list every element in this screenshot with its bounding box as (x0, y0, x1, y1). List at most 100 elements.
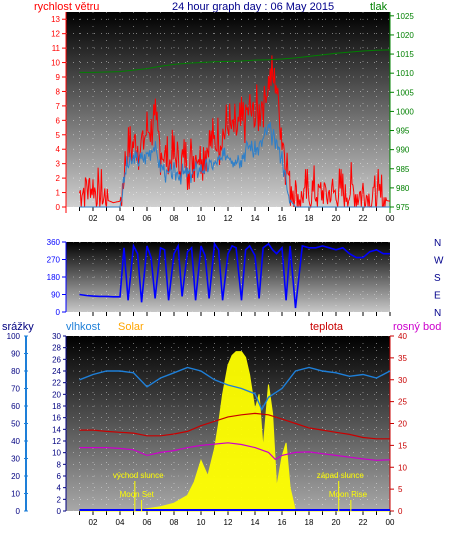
solar-label: Solar (118, 321, 144, 333)
temp-axis-tick-label: 35 (398, 354, 407, 363)
x-axis-tick-label: 08 (170, 214, 179, 223)
x-axis-tick-label: 06 (143, 518, 152, 527)
temp-axis-tick-label: 15 (398, 441, 407, 450)
x-axis-tick-label: 16 (278, 518, 287, 527)
pressure-axis-tick-label: 1005 (396, 88, 414, 97)
wind-axis-tick-label: 3 (56, 160, 61, 169)
temp-axis-tick-label: 20 (398, 420, 407, 429)
compass-label: E (434, 291, 441, 302)
x-axis-tick-label: 14 (251, 518, 260, 527)
x-axis-tick-label: 14 (251, 214, 260, 223)
wind-axis-tick-label: 13 (51, 15, 60, 24)
humidity-axis-tick-label: 2 (57, 495, 62, 504)
humidity-axis-tick-label: 30 (52, 332, 61, 341)
x-axis-tick-label: 22 (359, 214, 368, 223)
moonset-annotation: Moon Set (120, 490, 155, 499)
sunset-annotation: západ slunce (317, 471, 365, 480)
humidity-axis-tick-label: 12 (52, 437, 61, 446)
direction-axis-tick-label: 360 (47, 238, 61, 247)
humidity-axis-tick-label: 6 (57, 472, 62, 481)
pressure-axis-tick-label: 975 (396, 203, 410, 212)
wind-axis-tick-label: 5 (56, 131, 61, 140)
x-axis-tick-label: 02 (89, 518, 98, 527)
humidity-axis-tick-label: 16 (52, 414, 61, 423)
wind-axis-tick-label: 4 (56, 145, 61, 154)
pressure-axis-tick-label: 990 (396, 146, 410, 155)
pressure-axis-tick-label: 985 (396, 165, 410, 174)
wind-axis-tick-label: 12 (51, 30, 60, 39)
rain-axis-tick-label: 10 (11, 490, 20, 499)
pressure-axis-tick-label: 1020 (396, 31, 414, 40)
rain-axis-tick-label: 40 (11, 437, 20, 446)
temperature-label: teplota (310, 321, 344, 333)
x-axis-tick-label: 00 (386, 518, 395, 527)
temp-axis-tick-label: 10 (398, 463, 407, 472)
pressure-axis-tick-label: 1015 (396, 50, 414, 59)
compass-label: N (434, 308, 441, 319)
x-axis-tick-label: 02 (89, 214, 98, 223)
humidity-axis-tick-label: 26 (52, 355, 61, 364)
compass-label: N (434, 238, 441, 249)
compass-label: W (434, 256, 444, 267)
x-axis-tick-label: 08 (170, 518, 179, 527)
x-axis-tick-label: 12 (224, 518, 233, 527)
rain-axis-tick-label: 50 (11, 420, 20, 429)
wind-pressure-plot-area (66, 12, 390, 207)
x-axis-tick-label: 18 (305, 518, 314, 527)
pressure-label: tlak (370, 1, 388, 13)
x-axis-tick-label: 20 (332, 518, 341, 527)
x-axis-tick-label: 10 (197, 518, 206, 527)
rain-axis-tick-label: 100 (7, 332, 21, 341)
wind-axis-tick-label: 7 (56, 102, 61, 111)
x-axis-tick-label: 12 (224, 214, 233, 223)
sunrise-annotation: východ slunce (113, 471, 164, 480)
wind-axis-tick-label: 11 (52, 44, 61, 53)
direction-axis-tick-label: 90 (51, 291, 60, 300)
temp-axis-tick-label: 40 (398, 332, 407, 341)
humidity-axis-tick-label: 10 (52, 449, 61, 458)
humidity-axis-tick-label: 22 (52, 379, 61, 388)
wind-axis-tick-label: 8 (56, 87, 61, 96)
rain-axis-tick-label: 90 (11, 350, 20, 359)
humidity-axis-tick-label: 8 (57, 460, 62, 469)
rain-axis-tick-label: 0 (16, 507, 21, 516)
x-axis-tick-label: 18 (305, 214, 314, 223)
temp-axis-tick-label: 5 (398, 485, 403, 494)
rain-axis-tick-label: 60 (11, 402, 20, 411)
temp-axis-tick-label: 25 (398, 398, 407, 407)
x-axis-tick-label: 10 (197, 214, 206, 223)
humidity-axis-tick-label: 18 (52, 402, 61, 411)
rain-axis-tick-label: 80 (11, 367, 20, 376)
wind-average-line (79, 121, 390, 208)
pressure-axis-tick-label: 1010 (396, 69, 414, 78)
temp-axis-tick-label: 0 (398, 507, 403, 516)
humidity-line (79, 366, 391, 412)
x-axis-tick-label: 06 (143, 214, 152, 223)
direction-axis-tick-label: 0 (56, 308, 61, 317)
humidity-axis-tick-label: 24 (52, 367, 61, 376)
pressure-axis-tick-label: 980 (396, 184, 410, 193)
wind-axis-tick-label: 10 (51, 59, 60, 68)
compass-label: S (434, 273, 441, 284)
wind-axis-tick-label: 2 (56, 174, 61, 183)
wind-speed-label: rychlost větru (34, 1, 100, 13)
x-axis-tick-label: 16 (278, 214, 287, 223)
rain-axis-tick-label: 20 (11, 472, 20, 481)
rain-label: srážky (2, 321, 34, 333)
wind-gust-line (79, 55, 391, 209)
x-axis-tick-label: 00 (386, 214, 395, 223)
direction-axis-tick-label: 180 (47, 273, 61, 282)
humidity-axis-tick-label: 28 (52, 344, 61, 353)
humidity-axis-tick-label: 4 (57, 484, 62, 493)
direction-axis-tick-label: 270 (47, 256, 61, 265)
dewpoint-label: rosný bod (393, 321, 442, 333)
rain-axis-tick-label: 30 (11, 455, 20, 464)
graph-title: 24 hour graph day : 06 May 2015 (172, 1, 335, 13)
pressure-line (79, 49, 391, 73)
humidity-label: vlhkost (66, 321, 101, 333)
rain-axis-tick-label: 70 (11, 385, 20, 394)
wind-axis-tick-label: 6 (56, 116, 61, 125)
temp-axis-tick-label: 30 (398, 376, 407, 385)
